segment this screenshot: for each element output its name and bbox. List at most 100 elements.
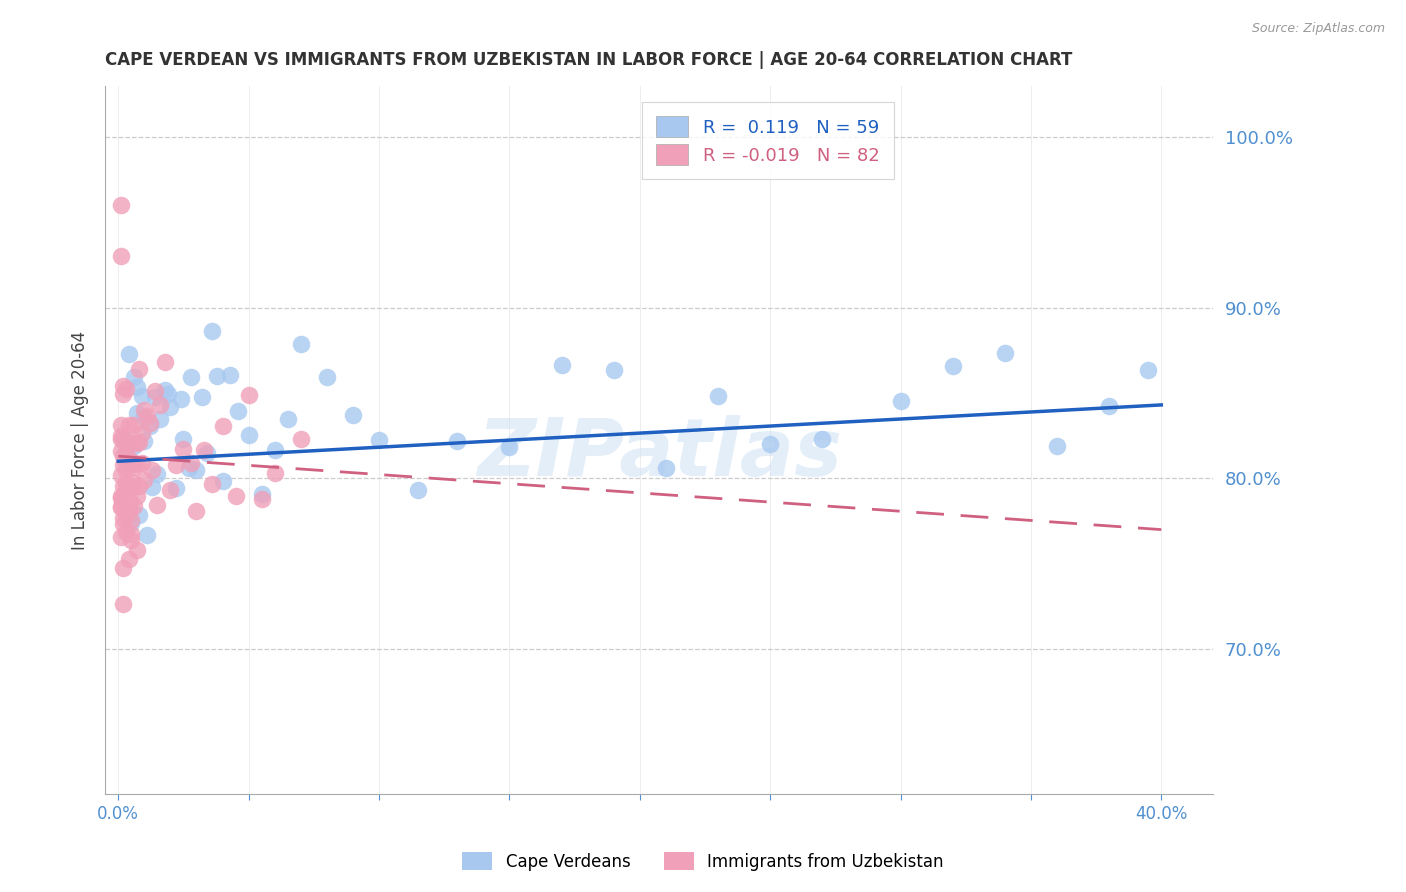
Point — [759, 436, 782, 450]
Point — [1137, 363, 1160, 377]
Point — [110, 530, 132, 544]
Point — [170, 392, 193, 406]
Point — [115, 484, 138, 499]
Point — [136, 528, 159, 542]
Point — [219, 368, 242, 382]
Point — [159, 400, 181, 414]
Point — [177, 460, 200, 475]
Point — [263, 467, 285, 481]
Point — [115, 476, 138, 491]
Point — [128, 508, 150, 523]
Point — [250, 492, 273, 507]
Point — [110, 249, 132, 263]
Point — [149, 398, 172, 412]
Point — [193, 443, 215, 458]
Point — [128, 434, 150, 449]
Point — [498, 440, 520, 454]
Point — [134, 434, 156, 448]
Point — [112, 387, 135, 401]
Point — [122, 460, 145, 475]
Point — [342, 408, 364, 422]
Point — [115, 525, 138, 540]
Point — [136, 409, 159, 423]
Point — [141, 463, 163, 477]
Point — [115, 445, 138, 459]
Point — [131, 389, 153, 403]
Point — [125, 457, 148, 471]
Point — [110, 489, 132, 503]
Point — [238, 428, 260, 442]
Point — [115, 443, 138, 458]
Point — [134, 402, 156, 417]
Point — [128, 361, 150, 376]
Point — [446, 434, 468, 448]
Point — [250, 487, 273, 501]
Point — [146, 499, 169, 513]
Point — [115, 382, 138, 396]
Point — [186, 463, 208, 477]
Point — [153, 383, 176, 397]
Point — [315, 370, 337, 384]
Point — [211, 474, 233, 488]
Point — [110, 429, 132, 443]
Point — [180, 370, 202, 384]
Point — [110, 198, 132, 212]
Point — [655, 461, 678, 475]
Point — [110, 444, 132, 458]
Point — [141, 480, 163, 494]
Point — [110, 491, 132, 505]
Text: CAPE VERDEAN VS IMMIGRANTS FROM UZBEKISTAN IN LABOR FORCE | AGE 20-64 CORRELATIO: CAPE VERDEAN VS IMMIGRANTS FROM UZBEKIST… — [105, 51, 1073, 69]
Point — [120, 513, 142, 527]
Point — [112, 490, 135, 504]
Point — [112, 516, 135, 531]
Point — [125, 543, 148, 558]
Legend: Cape Verdeans, Immigrants from Uzbekistan: Cape Verdeans, Immigrants from Uzbekista… — [454, 844, 952, 880]
Point — [115, 462, 138, 476]
Legend: R =  0.119   N = 59, R = -0.019   N = 82: R = 0.119 N = 59, R = -0.019 N = 82 — [641, 102, 894, 179]
Point — [118, 346, 141, 360]
Point — [134, 473, 156, 487]
Point — [172, 442, 194, 456]
Point — [122, 417, 145, 432]
Point — [707, 389, 730, 403]
Point — [149, 412, 172, 426]
Point — [890, 394, 912, 409]
Point — [112, 493, 135, 508]
Point — [112, 510, 135, 524]
Point — [110, 500, 132, 514]
Point — [122, 456, 145, 470]
Point — [138, 418, 160, 433]
Point — [1046, 439, 1069, 453]
Point — [143, 390, 166, 404]
Point — [112, 379, 135, 393]
Point — [125, 406, 148, 420]
Point — [146, 467, 169, 482]
Point — [211, 419, 233, 434]
Point — [112, 449, 135, 463]
Point — [226, 404, 249, 418]
Point — [156, 387, 179, 401]
Point — [112, 458, 135, 472]
Point — [120, 454, 142, 468]
Point — [811, 432, 834, 446]
Y-axis label: In Labor Force | Age 20-64: In Labor Force | Age 20-64 — [72, 330, 89, 549]
Point — [165, 458, 187, 473]
Point — [120, 480, 142, 494]
Point — [263, 442, 285, 457]
Point — [128, 478, 150, 492]
Point — [122, 475, 145, 490]
Point — [122, 499, 145, 513]
Point — [115, 482, 138, 496]
Point — [118, 492, 141, 507]
Point — [131, 456, 153, 470]
Point — [190, 390, 212, 404]
Point — [225, 489, 247, 503]
Point — [118, 503, 141, 517]
Point — [201, 324, 224, 338]
Point — [118, 434, 141, 448]
Point — [120, 456, 142, 470]
Point — [112, 478, 135, 492]
Point — [125, 490, 148, 504]
Point — [110, 500, 132, 515]
Point — [112, 561, 135, 575]
